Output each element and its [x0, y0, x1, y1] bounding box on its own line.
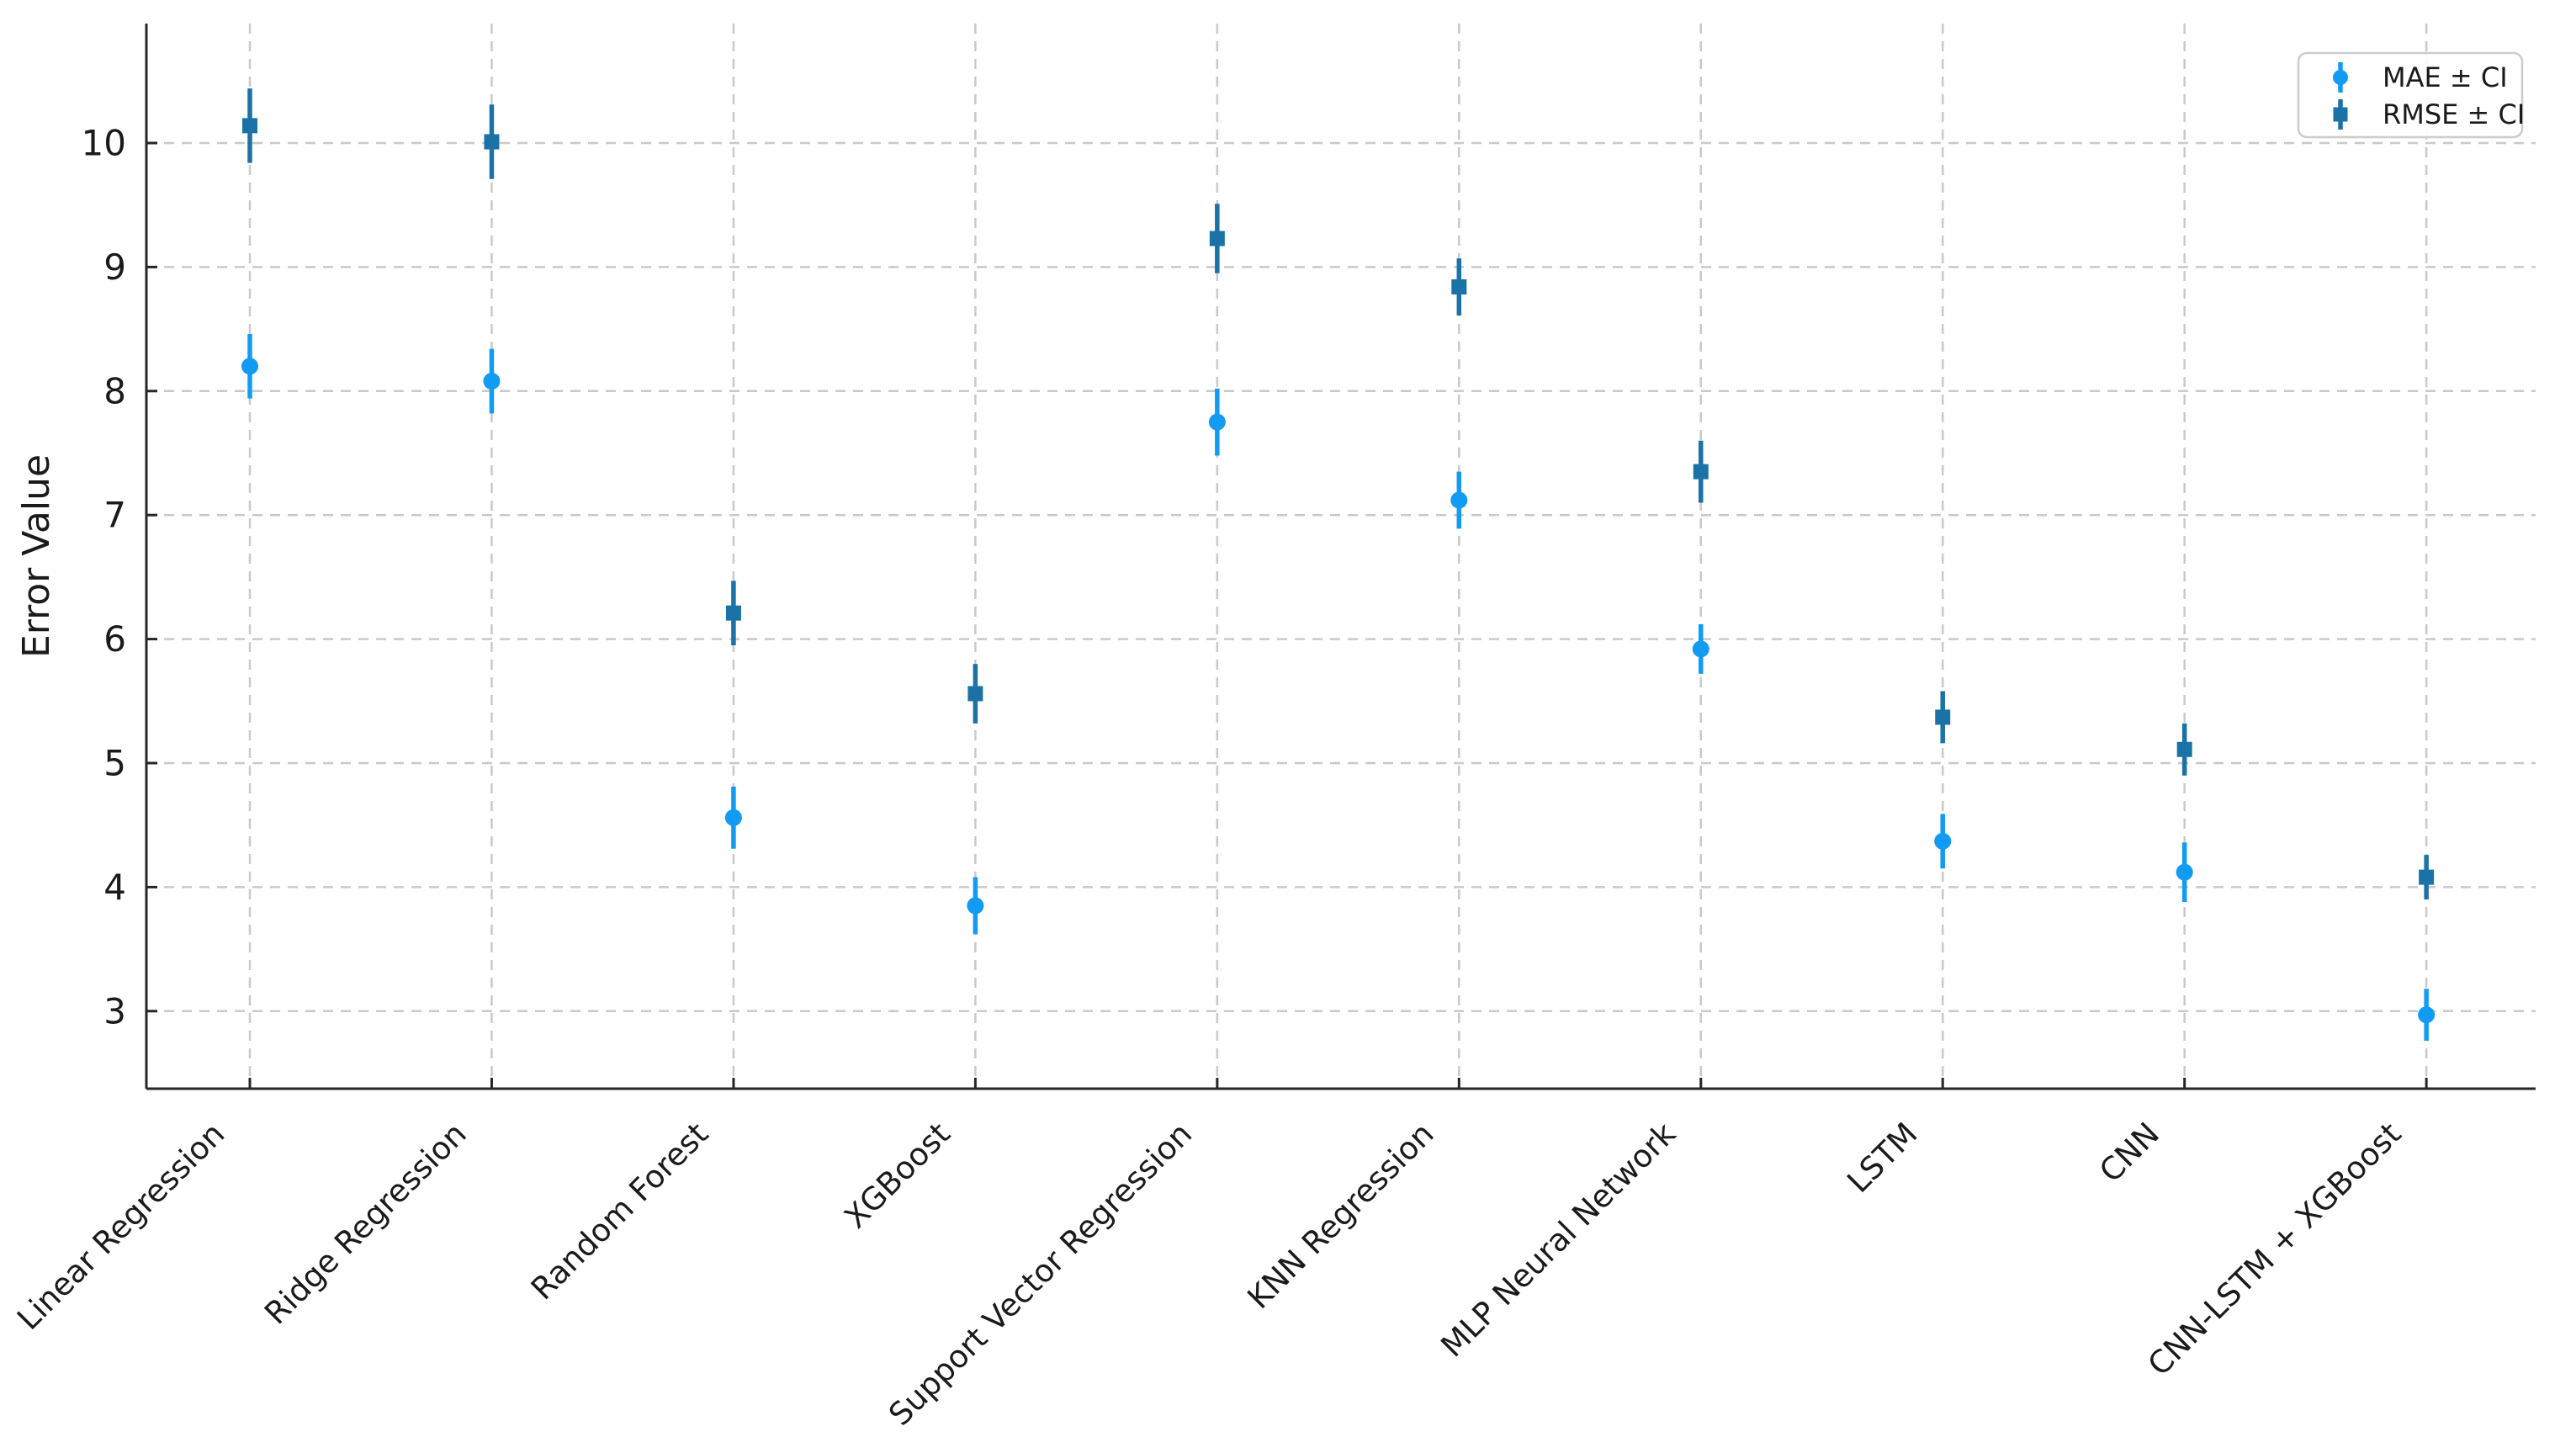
rmse-marker — [967, 686, 983, 702]
y-axis-title: Error Value — [15, 454, 58, 658]
mae-marker — [2418, 1006, 2436, 1024]
rmse-marker — [2419, 869, 2435, 885]
y-tick-label: 8 — [103, 370, 126, 411]
mae-marker — [967, 897, 984, 915]
legend-label: RMSE ± CI — [2383, 98, 2525, 130]
y-tick-label: 10 — [82, 123, 126, 164]
rmse-marker — [242, 118, 257, 134]
rmse-marker — [2176, 741, 2192, 757]
y-tick-label: 7 — [103, 495, 126, 536]
mae-marker — [2176, 863, 2193, 881]
rmse-marker — [1451, 278, 1467, 294]
legend-box — [2297, 51, 2524, 139]
y-tick-label: 3 — [103, 990, 126, 1031]
rmse-marker — [725, 605, 741, 621]
rmse-marker — [1693, 464, 1709, 480]
axes — [145, 24, 2536, 1090]
legend-mae-marker — [2333, 70, 2348, 85]
y-tick-labels: 3 4 5 6 7 8 9 10 — [82, 123, 126, 1032]
mae-marker — [483, 373, 501, 390]
rmse-marker — [484, 134, 500, 150]
mae-marker — [1934, 832, 1952, 850]
legend-rmse-marker — [2333, 107, 2348, 122]
legend-label: MAE ± CI — [2383, 61, 2508, 93]
mae-marker — [1450, 491, 1468, 509]
mae-marker — [1208, 413, 1226, 431]
mae-marker — [241, 358, 258, 375]
gridlines — [146, 24, 2536, 1089]
legend: MAE ± CI RMSE ± CI — [2297, 51, 2525, 139]
rmse-marker — [1935, 709, 1951, 725]
y-tick-label: 5 — [103, 743, 126, 784]
rmse-marker — [1209, 231, 1225, 247]
y-tick-label: 9 — [103, 247, 126, 288]
series-rmse-ci — [242, 88, 2435, 900]
y-tick-label: 4 — [103, 867, 126, 908]
mae-marker — [724, 809, 742, 826]
mae-marker — [1692, 640, 1709, 658]
series-mae-ci — [241, 333, 2436, 1042]
y-tick-label: 6 — [103, 618, 126, 660]
